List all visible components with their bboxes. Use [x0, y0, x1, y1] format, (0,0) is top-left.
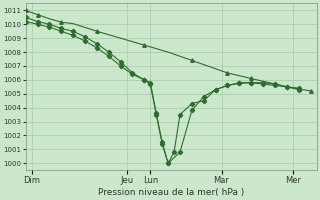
X-axis label: Pression niveau de la mer( hPa ): Pression niveau de la mer( hPa ) [98, 188, 244, 197]
